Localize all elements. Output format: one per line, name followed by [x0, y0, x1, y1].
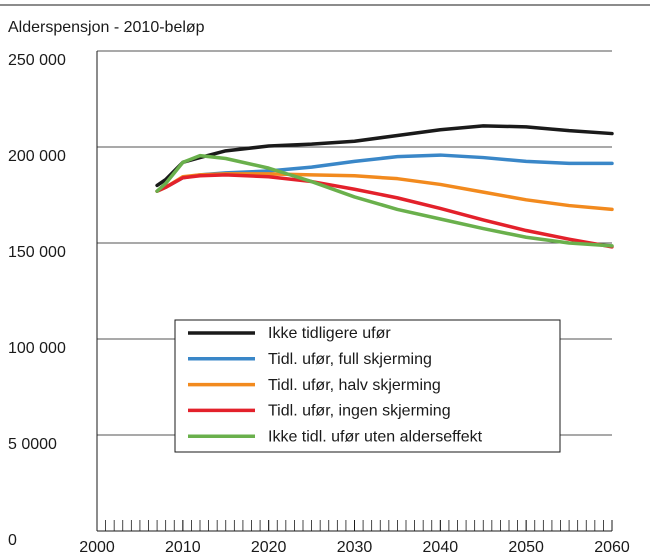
legend-label: Tidl. ufør, full skjerming [268, 351, 432, 368]
x-tick-label: 2060 [594, 539, 630, 556]
x-tick-label: 2030 [337, 539, 373, 556]
series-line [155, 173, 614, 249]
series-line [155, 153, 614, 248]
y-tick-label: 250 000 [8, 52, 66, 69]
legend: Ikke tidligere ufør Tidl. ufør, full skje… [174, 319, 561, 453]
legend-label: Ikke tidl. ufør uten alderseffekt [268, 428, 483, 445]
legend-label: Tidl. ufør, halv skjerming [268, 377, 441, 394]
y-tick-label: 100 000 [8, 340, 66, 357]
x-tick-label: 2020 [251, 539, 287, 556]
x-tick-label: 2050 [508, 539, 544, 556]
y-tick-label: 0 [8, 532, 17, 549]
legend-label: Tidl. ufør, ingen skjerming [268, 403, 451, 420]
x-tick-label: 2000 [79, 539, 115, 556]
x-tick-label: 2040 [423, 539, 459, 556]
y-tick-label: 150 000 [8, 244, 66, 261]
y-tick-label: 200 000 [8, 148, 66, 165]
legend-label: Ikke tidligere ufør [268, 325, 391, 342]
y-tick-label: 5 0000 [8, 436, 57, 453]
x-tick-label: 2010 [165, 539, 201, 556]
chart-title: Alderspensjon - 2010-beløp [8, 19, 205, 36]
